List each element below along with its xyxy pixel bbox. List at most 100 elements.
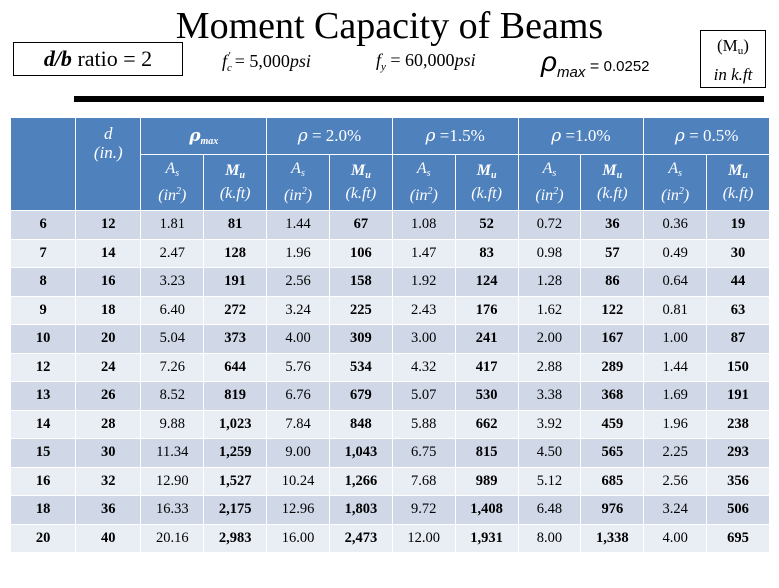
depth-cell: 28 <box>75 409 142 439</box>
as-cell: 0.81 <box>643 295 708 325</box>
as-cell: 2.43 <box>391 295 456 325</box>
header-as: As (in2) <box>266 154 330 211</box>
as-cell: 1.47 <box>391 238 456 268</box>
header-mu: Mu (k.ft) <box>454 154 519 211</box>
depth-cell: 20 <box>75 324 142 354</box>
mu-cell: 19 <box>706 210 770 240</box>
mu-cell: 368 <box>580 381 645 411</box>
mu-cell: 87 <box>706 324 770 354</box>
as-cell: 1.44 <box>643 352 708 382</box>
mu-cell: 417 <box>454 352 519 382</box>
bar-size-cell: 16 <box>9 466 77 496</box>
as-cell: 9.72 <box>391 495 456 525</box>
mu-cell: 695 <box>706 523 770 553</box>
fy-value: = 60,000 <box>390 50 455 70</box>
depth-cell: 24 <box>75 352 142 382</box>
rho-max-label: ρmax = 0.0252 <box>541 46 650 81</box>
as-cell: 8.00 <box>517 523 582 553</box>
mu-cell: 565 <box>580 438 645 468</box>
table-row: 18 36 16.33 2,175 12.96 1,803 9.72 1,408 6.48 976… <box>9 495 770 525</box>
fc-unit: psi <box>289 51 311 71</box>
header-group: ρ =1.5% <box>391 117 519 155</box>
mu-cell: 176 <box>454 295 519 325</box>
as-cell: 9.00 <box>266 438 330 468</box>
as-cell: 2.00 <box>517 324 582 354</box>
as-cell: 16.00 <box>266 523 330 553</box>
mu-cell: 2,175 <box>203 495 268 525</box>
mu-cell: 1,931 <box>454 523 519 553</box>
table-row: 20 40 20.16 2,983 16.00 2,473 12.00 1,931 8.00 1,… <box>9 523 770 553</box>
header-as: As (in2) <box>140 154 205 211</box>
mu-cell: 241 <box>454 324 519 354</box>
rho-eq: = <box>589 58 600 75</box>
table-row: 16 32 12.90 1,527 10.24 1,266 7.68 989 5.12 685 2.… <box>9 466 770 496</box>
as-cell: 1.28 <box>517 267 582 297</box>
header-row-2: As (in2) Mu (k.ft) As (in2) Mu (k.ft) As (in2) Mu(… <box>11 154 770 211</box>
mu-cell: 128 <box>203 238 268 268</box>
as-cell: 0.36 <box>643 210 708 240</box>
header-bar-size <box>9 117 77 211</box>
fc-value: = 5,000 <box>234 51 290 71</box>
header-group: ρ = 0.5% <box>643 117 770 155</box>
mu-cell: 976 <box>580 495 645 525</box>
bar-size-cell: 20 <box>9 523 77 553</box>
fc-sub: c <box>227 62 232 74</box>
mu-cell: 293 <box>706 438 770 468</box>
depth-cell: 18 <box>75 295 142 325</box>
header-as: As (in2) <box>517 154 582 211</box>
header-as: As (in2) <box>391 154 456 211</box>
mu-cell: 644 <box>203 352 268 382</box>
mu-unit-box: (Mu) in k.ft <box>700 30 766 88</box>
depth-cell: 16 <box>75 267 142 297</box>
as-cell: 3.38 <box>517 381 582 411</box>
mu-cell: 289 <box>580 352 645 382</box>
mu-cell: 1,408 <box>454 495 519 525</box>
table-row: 10 20 5.04 373 4.00 309 3.00 241 2.00 167 1.00 87 <box>9 324 770 354</box>
mu-cell: 679 <box>328 381 393 411</box>
bar-size-cell: 18 <box>9 495 77 525</box>
mu-cell: 150 <box>706 352 770 382</box>
as-cell: 12.90 <box>140 466 205 496</box>
table-body: 6 12 1.81 81 1.44 67 1.08 52 0.72 36 0.36 19 7 14 2.47… <box>9 210 770 553</box>
mu-cell: 1,338 <box>580 523 645 553</box>
depth-cell: 30 <box>75 438 142 468</box>
bar-size-cell: 9 <box>9 295 77 325</box>
bar-size-cell: 6 <box>9 210 77 240</box>
as-cell: 0.72 <box>517 210 582 240</box>
as-cell: 2.47 <box>140 238 205 268</box>
mu-cell: 124 <box>454 267 519 297</box>
header-group: ρmax <box>140 117 268 155</box>
mu-cell: 356 <box>706 466 770 496</box>
mu-cell: 815 <box>454 438 519 468</box>
as-cell: 12.00 <box>391 523 456 553</box>
as-cell: 3.23 <box>140 267 205 297</box>
divider-rule <box>74 96 764 102</box>
mu-cell: 989 <box>454 466 519 496</box>
bar-size-cell: 15 <box>9 438 77 468</box>
mu-cell: 1,266 <box>328 466 393 496</box>
as-cell: 1.44 <box>266 210 330 240</box>
header-group: ρ = 2.0% <box>266 117 393 155</box>
mu-cell: 2,983 <box>203 523 268 553</box>
page-title: Moment Capacity of Beams <box>175 5 604 47</box>
mu-cell: 534 <box>328 352 393 382</box>
mu-cell: 662 <box>454 409 519 439</box>
mu-cell: 52 <box>454 210 519 240</box>
mu-cell: 36 <box>580 210 645 240</box>
mu-cell: 272 <box>203 295 268 325</box>
as-cell: 1.08 <box>391 210 456 240</box>
as-cell: 5.04 <box>140 324 205 354</box>
ratio-text: ratio = 2 <box>77 46 153 71</box>
as-cell: 8.52 <box>140 381 205 411</box>
as-cell: 2.88 <box>517 352 582 382</box>
mu-cell: 83 <box>454 238 519 268</box>
as-cell: 5.88 <box>391 409 456 439</box>
as-cell: 7.68 <box>391 466 456 496</box>
depth-cell: 14 <box>75 238 142 268</box>
as-cell: 4.00 <box>643 523 708 553</box>
as-cell: 5.12 <box>517 466 582 496</box>
table-row: 12 24 7.26 644 5.76 534 4.32 417 2.88 289 1.44 150 <box>9 352 770 382</box>
mu-cell: 685 <box>580 466 645 496</box>
header-as: As (in2) <box>643 154 708 211</box>
as-cell: 3.92 <box>517 409 582 439</box>
